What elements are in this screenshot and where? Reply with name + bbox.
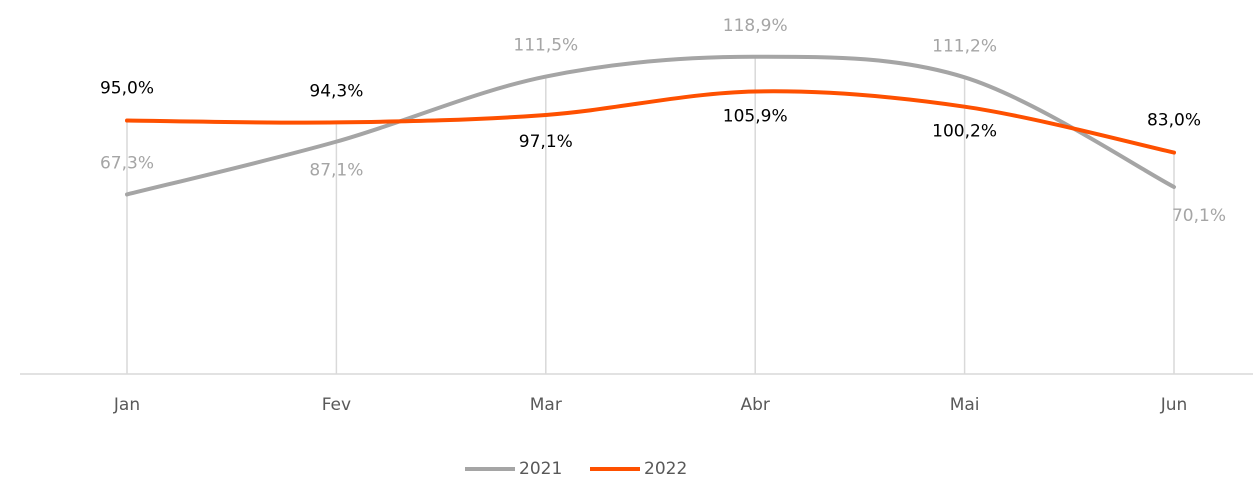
data-label: 87,1% — [309, 161, 363, 181]
legend-label: 2022 — [644, 459, 687, 479]
data-label: 94,3% — [309, 81, 363, 101]
x-tick-label: Abr — [740, 395, 769, 415]
x-tick-label: Mar — [530, 395, 562, 415]
data-label: 70,1% — [1172, 206, 1226, 226]
x-tick-label: Fev — [322, 395, 351, 415]
data-label: 111,2% — [932, 36, 997, 56]
legend-label: 2021 — [519, 459, 562, 479]
x-tick-label: Mai — [950, 395, 980, 415]
data-label: 97,1% — [519, 132, 573, 152]
data-label: 100,2% — [932, 122, 997, 142]
data-label: 67,3% — [100, 153, 154, 173]
x-tick-label: Jan — [113, 395, 140, 415]
data-label: 118,9% — [723, 16, 788, 36]
series-line — [125, 54, 1176, 197]
data-label: 83,0% — [1147, 111, 1201, 131]
x-tick-label: Jun — [1160, 395, 1188, 415]
data-label: 111,5% — [513, 36, 578, 56]
data-label: 105,9% — [723, 106, 788, 126]
data-label: 95,0% — [100, 79, 154, 99]
series-line — [125, 89, 1176, 155]
